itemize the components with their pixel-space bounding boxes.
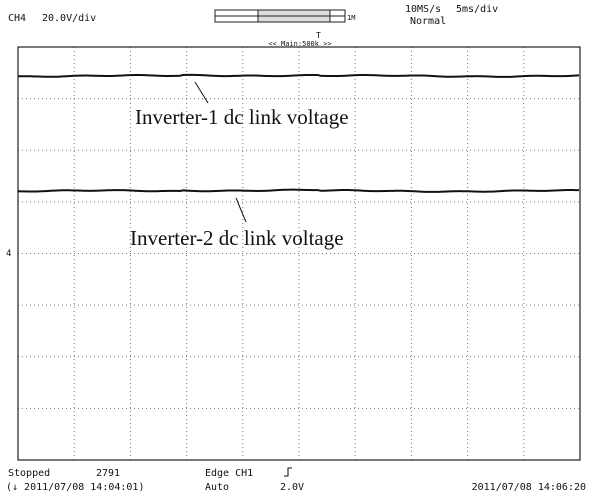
zoom-marker: 1M [347, 14, 355, 22]
ground-marker: 4 [6, 249, 11, 259]
count: 2791 [96, 468, 120, 479]
pointer-2 [235, 197, 247, 223]
frame [17, 46, 581, 461]
mode: Normal [410, 16, 446, 27]
status: Stopped [8, 468, 50, 479]
start-time: (↓ 2011/07/08 14:04:01) [6, 482, 144, 493]
grid [18, 47, 580, 460]
trace-2 [17, 188, 580, 193]
main-label: << Main:500k >> [268, 40, 331, 48]
end-time: 2011/07/08 14:06:20 [472, 482, 586, 493]
sample-rate: 10MS/s [405, 4, 441, 15]
trace-1 [17, 73, 580, 78]
pointer-1 [194, 81, 209, 104]
trigger: Edge CH1 [205, 468, 253, 479]
zoom-bar [214, 9, 346, 23]
annotation: Inverter-1 dc link voltage [135, 105, 349, 129]
channel: CH4 [8, 13, 26, 24]
edge-icon [284, 467, 292, 477]
trigger-marker: T [316, 31, 321, 40]
time-scale: 5ms/div [456, 4, 498, 15]
trigger-level: 2.0V [280, 482, 304, 493]
volt-scale: 20.0V/div [42, 13, 96, 24]
annotation: Inverter-2 dc link voltage [130, 226, 344, 250]
trigger-mode: Auto [205, 482, 229, 493]
